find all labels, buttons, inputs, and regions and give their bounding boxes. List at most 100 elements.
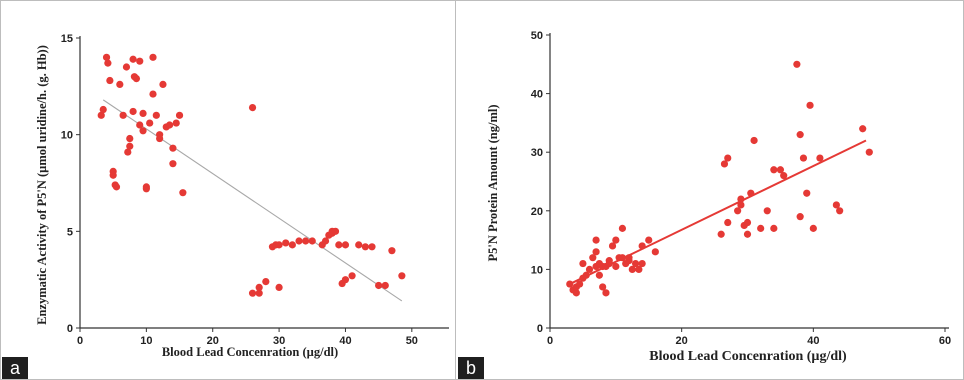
data-point	[248, 289, 257, 297]
data-point	[139, 127, 147, 135]
data-point	[770, 224, 778, 232]
data-point	[156, 134, 164, 143]
data-point	[149, 53, 157, 61]
data-point	[97, 111, 105, 119]
y-axis-label: Enzymatic Activity of P5'N (µmol uridine…	[35, 45, 49, 325]
data-point	[592, 236, 600, 244]
data-point	[179, 189, 187, 197]
data-point	[331, 227, 340, 235]
y-tick-label: 40	[531, 89, 543, 101]
data-point	[136, 121, 144, 129]
data-point	[638, 242, 646, 250]
data-point	[104, 59, 112, 67]
data-point	[361, 243, 369, 251]
data-point	[734, 207, 742, 215]
data-point	[572, 289, 580, 297]
data-point	[635, 265, 643, 273]
panel-label-a: a	[2, 357, 28, 379]
data-point	[859, 125, 867, 133]
data-point	[576, 280, 584, 288]
data-point	[747, 189, 755, 197]
data-point	[341, 241, 350, 249]
data-point	[132, 75, 141, 83]
data-point	[809, 224, 817, 232]
x-tick-label: 20	[207, 335, 219, 347]
x-tick-label: 50	[406, 335, 418, 347]
data-point	[99, 105, 107, 114]
data-point	[776, 166, 785, 174]
data-point	[579, 259, 587, 268]
data-point	[628, 265, 636, 273]
data-point	[139, 109, 147, 117]
data-point	[159, 80, 167, 88]
data-point	[262, 278, 270, 286]
data-point	[124, 148, 132, 156]
data-point	[288, 241, 296, 249]
data-point	[169, 144, 177, 152]
data-point	[638, 259, 646, 268]
data-point	[595, 271, 603, 279]
panel-divider	[455, 0, 456, 380]
data-point	[102, 53, 111, 61]
data-point	[720, 160, 729, 168]
data-point	[348, 272, 356, 280]
data-point	[645, 236, 653, 244]
data-point	[796, 131, 804, 139]
data-point	[770, 166, 778, 174]
x-tick-label: 40	[339, 335, 351, 347]
y-tick-label: 50	[531, 30, 543, 42]
data-point	[806, 101, 814, 109]
x-tick-label: 0	[547, 335, 553, 347]
data-point	[146, 119, 154, 127]
data-point	[651, 248, 659, 256]
y-tick-label: 10	[61, 130, 73, 142]
data-point	[717, 230, 725, 238]
data-point	[796, 213, 804, 221]
x-axis-label: Blood Lead Concenration (µg/dl)	[649, 349, 847, 364]
data-point	[335, 241, 343, 249]
data-point	[175, 111, 184, 119]
data-point	[388, 247, 396, 255]
data-point	[832, 201, 840, 209]
data-point	[255, 289, 263, 297]
x-tick-label: 20	[676, 335, 688, 347]
data-point	[816, 154, 824, 162]
data-point	[398, 272, 406, 280]
data-point	[589, 254, 597, 262]
data-point	[129, 55, 137, 63]
data-point	[106, 76, 114, 85]
y-tick-label: 20	[531, 206, 543, 218]
data-point	[780, 172, 788, 180]
x-tick-label: 0	[77, 335, 83, 347]
data-point	[248, 104, 257, 112]
data-point	[136, 57, 144, 65]
data-point	[605, 257, 613, 265]
data-point	[608, 242, 617, 250]
data-point	[122, 63, 131, 71]
data-point	[582, 271, 590, 279]
data-point	[341, 276, 350, 284]
trend-line	[102, 99, 403, 302]
y-tick-label: 30	[531, 147, 543, 159]
data-point	[724, 218, 732, 227]
data-point	[116, 80, 124, 88]
data-point	[165, 121, 174, 129]
data-point	[152, 111, 160, 119]
data-point	[631, 259, 640, 268]
data-point	[602, 289, 610, 297]
data-point	[803, 189, 811, 197]
x-tick-label: 60	[939, 335, 951, 347]
data-point	[142, 185, 150, 193]
data-point	[763, 207, 771, 215]
data-point	[282, 239, 290, 247]
trend-line	[569, 139, 867, 285]
data-point	[355, 241, 363, 249]
data-point	[126, 142, 134, 150]
data-point	[585, 265, 594, 273]
x-tick-label: 40	[807, 335, 819, 347]
y-tick-label: 15	[61, 33, 73, 45]
data-point	[112, 183, 121, 191]
data-point	[625, 254, 633, 262]
data-point	[295, 237, 303, 245]
